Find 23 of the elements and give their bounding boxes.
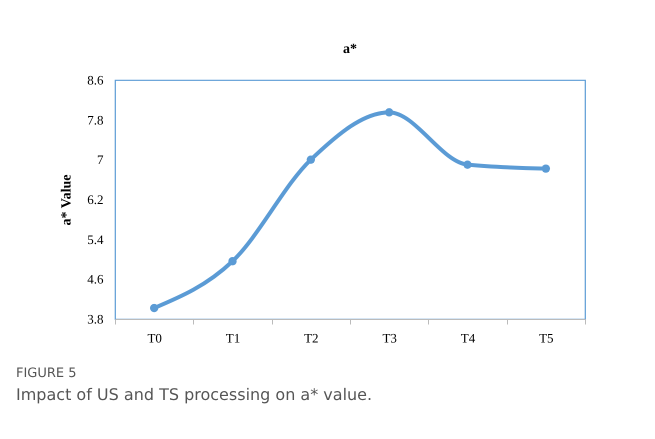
point bbox=[228, 257, 237, 266]
chart-title: a* bbox=[343, 42, 357, 57]
y-tick-label: 7 bbox=[97, 152, 104, 168]
x-tick-label: T5 bbox=[539, 330, 554, 346]
point bbox=[384, 108, 394, 117]
x-tick-label: T3 bbox=[382, 330, 397, 346]
y-tick-label: 6.2 bbox=[87, 192, 104, 207]
point bbox=[542, 164, 550, 173]
x-tick-label: T4 bbox=[460, 330, 476, 346]
x-tick-label: T2 bbox=[304, 330, 319, 346]
y-tick-label: 8.6 bbox=[87, 72, 104, 88]
text: Impact of US and TS processing on a* value. bbox=[16, 385, 372, 404]
x-tick-label: T0 bbox=[147, 330, 162, 346]
y-axis-title: a* Value bbox=[59, 174, 74, 226]
y-tick-label: 5.4 bbox=[87, 232, 104, 247]
y-tick-label: 7.8 bbox=[87, 112, 104, 128]
point bbox=[306, 155, 316, 164]
point bbox=[150, 304, 158, 312]
y-tick-label: 4.6 bbox=[87, 272, 104, 287]
y-tick-label: 3.8 bbox=[87, 312, 104, 326]
point bbox=[463, 160, 472, 169]
x-tick-label: T1 bbox=[226, 330, 240, 346]
caption: FIGURE 5 bbox=[16, 366, 78, 381]
